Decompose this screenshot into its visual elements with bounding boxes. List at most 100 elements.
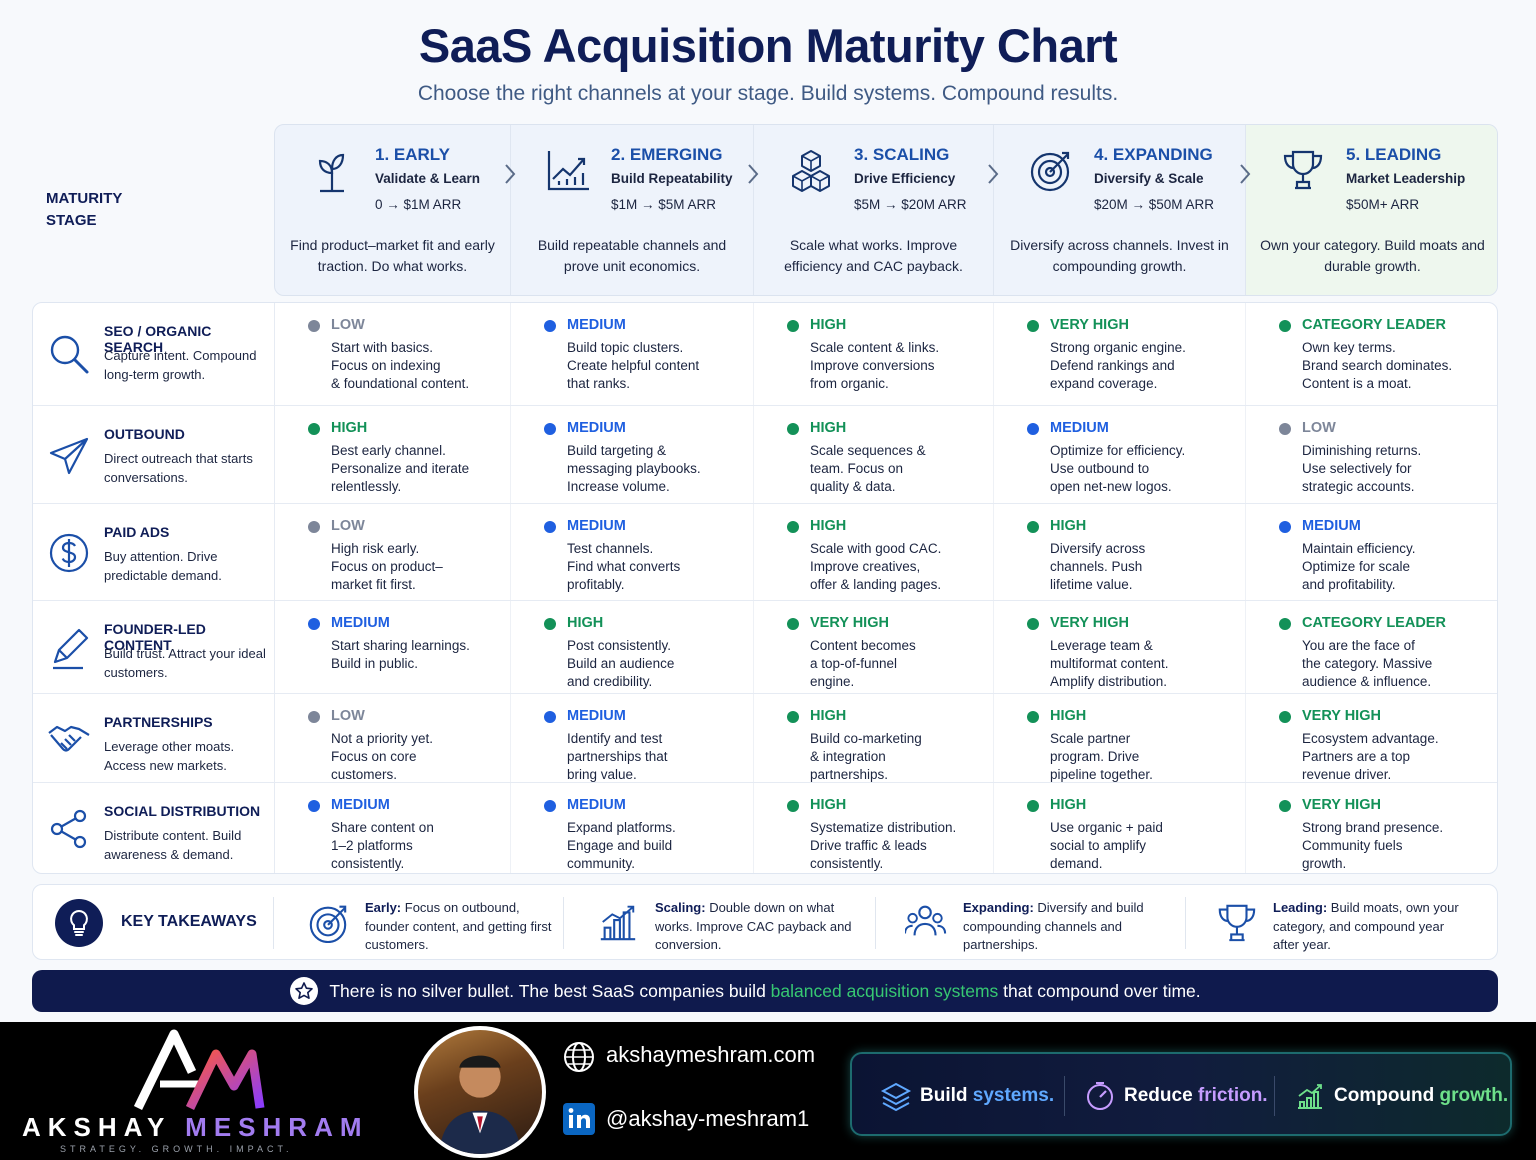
level-dot-icon: [787, 800, 799, 812]
level-dot-icon: [1279, 618, 1291, 630]
level-label: HIGH: [810, 708, 847, 724]
motto-pill: Build systems.: [880, 1080, 1054, 1112]
level-dot-icon: [308, 423, 320, 435]
channel-cell: HIGH Systematize distribution. Drive traf…: [754, 783, 994, 873]
level-label: MEDIUM: [567, 797, 626, 813]
stage-arr-range: 0 → $1M ARR: [375, 197, 462, 212]
level-dot-icon: [1027, 521, 1039, 533]
level-dot-icon: [1279, 320, 1291, 332]
channel-cell: MEDIUM Optimize for efficiency. Use outbo…: [994, 406, 1246, 503]
stage-4: 4. EXPANDING Diversify & Scale $20M → $50M…: [994, 125, 1251, 295]
stage-description: Build repeatable channels and prove unit…: [537, 237, 727, 274]
cell-text: Scale content & links. Improve conversio…: [810, 340, 940, 391]
dollar-coin-icon: [47, 531, 91, 575]
level-label: HIGH: [810, 420, 847, 436]
plant-icon: [309, 147, 355, 193]
lightbulb-icon: [55, 899, 103, 947]
divider: [875, 897, 876, 949]
cell-text: Build topic clusters. Create helpful con…: [567, 340, 700, 391]
stage-title: 1. EARLY: [375, 145, 450, 164]
channel-row: SEO / ORGANIC SEARCH Capture intent. Comp…: [33, 303, 1497, 405]
level-dot-icon: [1027, 711, 1039, 723]
channel-cell: VERY HIGH Ecosystem advantage. Partners a…: [1246, 694, 1497, 782]
channel-header: PARTNERSHIPS Leverage other moats. Access…: [33, 694, 275, 782]
channel-cell: HIGH Use organic + paid social to amplify…: [994, 783, 1246, 873]
channel-cell: CATEGORY LEADER Own key terms. Brand sear…: [1246, 303, 1497, 405]
channel-cell: HIGH Scale content & links. Improve conve…: [754, 303, 994, 405]
level-dot-icon: [787, 618, 799, 630]
handshake-icon: [47, 717, 91, 761]
people-icon: [903, 901, 947, 943]
level-dot-icon: [308, 521, 320, 533]
level-label: HIGH: [567, 615, 604, 631]
channel-cell: HIGH Scale with good CAC. Improve creativ…: [754, 504, 994, 600]
level-dot-icon: [308, 320, 320, 332]
divider: [563, 897, 564, 949]
growth-chart-icon: [545, 147, 591, 193]
channel-header: SOCIAL DISTRIBUTION Distribute content. B…: [33, 783, 275, 873]
brand-name: AKSHAY MESHRAM: [22, 1112, 369, 1142]
channel-name: OUTBOUND: [104, 426, 185, 442]
trophy-icon: [1215, 901, 1257, 943]
channel-cell: VERY HIGH Strong organic engine. Defend r…: [994, 303, 1246, 405]
level-label: LOW: [331, 518, 365, 534]
level-dot-icon: [787, 521, 799, 533]
cell-text: Optimize for efficiency. Use outbound to…: [1050, 443, 1186, 494]
takeaway-text: Expanding: Diversify and build compoundi…: [963, 900, 1144, 952]
divider: [1185, 897, 1186, 949]
am-logo-icon: [133, 1029, 265, 1110]
channel-header: FOUNDER-LED CONTENT Build trust. Attract …: [33, 601, 275, 693]
chart-page: SaaS Acquisition Maturity Chart Choose t…: [32, 19, 1498, 1012]
level-dot-icon: [544, 618, 556, 630]
level-dot-icon: [308, 711, 320, 723]
stage-1: 1. EARLY Validate & Learn 0 → $1M ARR Find …: [275, 125, 516, 295]
channel-description: Build trust. Attract your ideal customer…: [104, 646, 266, 680]
stage-title: 4. EXPANDING: [1094, 145, 1213, 164]
level-dot-icon: [1027, 800, 1039, 812]
avatar: [414, 1026, 546, 1158]
level-label: MEDIUM: [331, 615, 390, 631]
trophy-icon: [1280, 147, 1326, 193]
motto-pill: Compound growth.: [1294, 1080, 1508, 1112]
gauge-icon: [1084, 1080, 1116, 1112]
cell-text: High risk early. Focus on product– marke…: [331, 541, 443, 592]
level-dot-icon: [787, 423, 799, 435]
cell-text: Use organic + paid social to amplify dem…: [1050, 820, 1163, 871]
stage-5: 5. LEADING Market Leadership $50M+ ARR Own …: [1246, 125, 1497, 295]
share-icon: [47, 807, 91, 851]
level-label: LOW: [331, 708, 365, 724]
key-takeaways: KEY TAKEAWAYS Early: Focus on outbound, …: [32, 884, 1498, 960]
channel-row: PAID ADS Buy attention. Drive predictable…: [33, 503, 1497, 600]
channel-cell: HIGH Build co-marketing & integration par…: [754, 694, 994, 782]
cell-text: Post consistently. Build an audience and…: [567, 638, 675, 689]
channel-cell: MEDIUM Build targeting & messaging playbo…: [511, 406, 754, 503]
level-label: HIGH: [1050, 518, 1087, 534]
channel-description: Buy attention. Drive predictable demand.: [104, 549, 222, 583]
star-icon: [290, 977, 318, 1005]
cell-text: Scale sequences & team. Focus on quality…: [810, 443, 926, 494]
cell-text: Scale partner program. Drive pipeline to…: [1050, 731, 1153, 782]
level-dot-icon: [544, 320, 556, 332]
level-dot-icon: [1279, 521, 1291, 533]
level-label: VERY HIGH: [1302, 797, 1381, 813]
cell-text: Best early channel. Personalize and iter…: [331, 443, 470, 494]
cell-text: Start with basics. Focus on indexing & f…: [331, 340, 470, 391]
pen-icon: [47, 626, 91, 670]
cell-text: Not a priority yet. Focus on core custom…: [331, 731, 434, 782]
footer: AKSHAY MESHRAM STRATEGY. GROWTH. IMPACT.…: [0, 1022, 1536, 1160]
channel-cell: HIGH Scale sequences & team. Focus on qua…: [754, 406, 994, 503]
motto-box: Build systems. Reduce friction. Compound g…: [850, 1052, 1512, 1136]
channel-row: SOCIAL DISTRIBUTION Distribute content. B…: [33, 782, 1497, 873]
cell-text: Diminishing returns. Use selectively for…: [1302, 443, 1422, 494]
level-dot-icon: [1027, 423, 1039, 435]
paper-plane-icon: [47, 433, 91, 477]
stage-title: 2. EMERGING: [611, 145, 723, 164]
stage-title: 3. SCALING: [854, 145, 950, 164]
cell-text: Build co-marketing & integration partner…: [810, 731, 922, 782]
channel-cell: VERY HIGH Strong brand presence. Communit…: [1246, 783, 1497, 873]
channel-name: SEO / ORGANIC SEARCH: [104, 323, 212, 355]
stage-description: Find product–market fit and early tracti…: [290, 237, 495, 274]
cell-text: Scale with good CAC. Improve creatives, …: [810, 541, 942, 592]
search-icon: [47, 332, 91, 376]
chevron-right-icon: [985, 159, 1001, 189]
